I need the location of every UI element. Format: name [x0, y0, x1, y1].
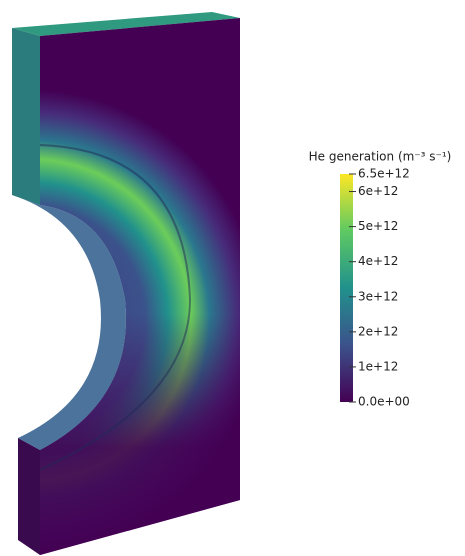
- colorbar-gradient: [340, 174, 353, 402]
- tick-label: 2e+12: [358, 324, 398, 338]
- layer-edge: [39, 144, 192, 471]
- front-shade: [40, 18, 240, 555]
- tick-label: 6.5e+12: [358, 167, 410, 181]
- top-face: [12, 12, 240, 36]
- tick-label: 5e+12: [358, 219, 398, 233]
- tick-label: 0.0e+00: [358, 395, 410, 409]
- bottom-side-face: [18, 438, 40, 555]
- colorbar: 0.0e+00 1e+12 2e+12 3e+12 4e+12 5e+12 6e+12 6.5…: [340, 167, 410, 409]
- tick-label: 1e+12: [358, 359, 398, 373]
- mesh-render: [12, 12, 240, 555]
- tick-label: 6e+12: [358, 184, 398, 198]
- side-face: [12, 28, 40, 205]
- hole-surface: [12, 195, 126, 450]
- tick-label: 4e+12: [358, 254, 398, 268]
- tick-label: 3e+12: [358, 289, 398, 303]
- colorbar-title: He generation (m⁻³ s⁻¹): [309, 150, 452, 164]
